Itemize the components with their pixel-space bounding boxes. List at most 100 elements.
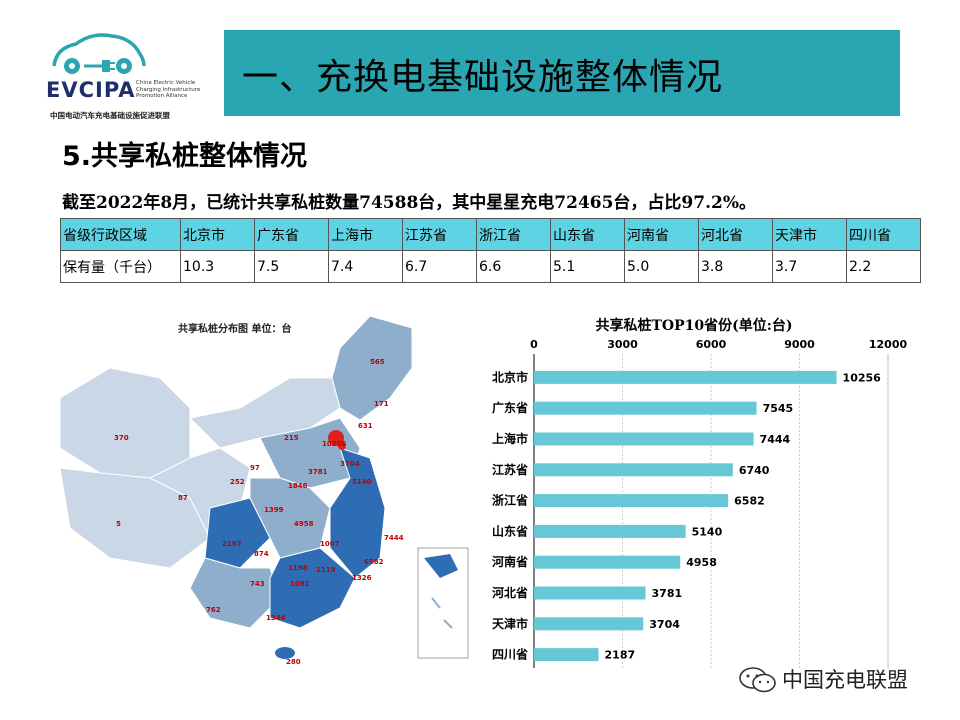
value-label: 10256	[843, 371, 882, 384]
table-header-cell: 广东省	[254, 218, 329, 251]
table-header-row: 省级行政区域 北京市 广东省 上海市 江苏省 浙江省 山东省 河南省 河北省 天…	[60, 218, 921, 251]
map-value-label: 565	[370, 358, 385, 366]
category-label: 广东省	[492, 400, 528, 415]
table-cell: 保有量（千台）	[60, 250, 181, 283]
map-value-label: 5140	[352, 478, 372, 486]
map-value-label: 874	[254, 550, 269, 558]
table-cell: 10.3	[180, 250, 255, 283]
value-label: 4958	[686, 556, 717, 569]
map-value-label: 6582	[364, 558, 384, 566]
x-tick-label: 9000	[784, 338, 815, 351]
value-label: 2187	[605, 649, 636, 662]
map-value-label: 171	[374, 400, 389, 408]
table-header-cell: 浙江省	[476, 218, 551, 251]
table-cell: 3.7	[772, 250, 847, 283]
map-value-label: 1081	[290, 580, 310, 588]
chart-bars	[534, 370, 837, 662]
map-value-label: 762	[206, 606, 221, 614]
map-value-label: 3704	[340, 460, 360, 468]
bar	[534, 586, 646, 600]
map-title: 共享私桩分布图 单位：台	[178, 324, 292, 335]
bar	[534, 463, 733, 477]
wechat-watermark: 中国充电联盟	[738, 664, 938, 694]
logo-english-name: China Electric Vehicle Charging Infrastr…	[136, 80, 201, 99]
map-value-label: 370	[114, 434, 129, 442]
table-cell: 2.2	[846, 250, 921, 283]
bar	[534, 401, 757, 415]
table-row: 保有量（千台） 10.3 7.5 7.4 6.7 6.6 5.1 5.0 3.8…	[60, 250, 921, 283]
section-title: 5.共享私桩整体情况	[62, 141, 308, 172]
x-tick-label: 3000	[607, 338, 638, 351]
value-label: 6740	[739, 464, 770, 477]
value-label: 5140	[692, 525, 723, 538]
bar	[534, 555, 681, 569]
map-value-label: 1399	[264, 506, 284, 514]
china-map-shape	[59, 315, 469, 659]
map-value-label: 7444	[384, 534, 404, 542]
bar	[534, 648, 599, 662]
evcipa-logo: EVCIPA China Electric Vehicle Charging I…	[44, 26, 204, 122]
category-label: 河北省	[491, 585, 528, 600]
map-value-label: 1007	[320, 540, 340, 548]
value-label: 6582	[734, 495, 765, 508]
category-label: 浙江省	[492, 493, 528, 508]
map-value-label: 631	[358, 422, 373, 430]
category-label: 天津市	[492, 616, 528, 631]
car-plug-logo-icon	[52, 33, 146, 74]
map-value-label: 2187	[222, 540, 242, 548]
map-value-label: 3781	[308, 468, 328, 476]
map-value-label: 4958	[294, 520, 314, 528]
category-label: 四川省	[492, 647, 528, 662]
table-header-cell: 天津市	[772, 218, 847, 251]
category-label: 北京市	[492, 369, 528, 384]
map-value-label: 743	[250, 580, 265, 588]
map-value-label: 87	[178, 494, 188, 502]
summary-text: 截至2022年8月，已统计共享私桩数量74588台，其中星星充电72465台，占…	[62, 193, 756, 213]
bar	[534, 617, 644, 631]
table-header-cell: 江苏省	[402, 218, 477, 251]
map-value-label: 1344	[266, 614, 286, 622]
value-label: 7444	[760, 433, 791, 446]
watermark-text: 中国充电联盟	[782, 668, 908, 692]
page-title: 一、充换电基础设施整体情况	[242, 57, 724, 98]
table-header-cell: 河北省	[698, 218, 773, 251]
table-header-cell: 上海市	[328, 218, 403, 251]
wechat-icon	[739, 667, 776, 693]
bar	[534, 494, 729, 508]
distribution-map: 共享私桩分布图 单位：台 565 171 631 370 215 10256 3704 378…	[40, 308, 470, 668]
category-label: 江苏省	[492, 462, 528, 477]
chart-title: 共享私桩TOP10省份(单位:台)	[595, 317, 792, 334]
table-header-cell: 四川省	[846, 218, 921, 251]
table-cell: 3.8	[698, 250, 773, 283]
table-cell: 5.0	[624, 250, 699, 283]
map-value-label: 1119	[316, 566, 336, 574]
bar-chart: 共享私桩TOP10省份(单位:台) 0 3000 6000 9000 12000 北京市…	[491, 317, 908, 668]
table-cell: 7.5	[254, 250, 329, 283]
table-cell: 7.4	[328, 250, 403, 283]
x-tick-label: 6000	[696, 338, 727, 351]
table-cell: 5.1	[550, 250, 625, 283]
map-value-label: 10256	[322, 440, 347, 448]
map-value-label: 280	[286, 658, 301, 666]
chart-value-labels: 10256 7545 7444 6740 6582 5140 4958 3781 3704 218…	[605, 371, 882, 661]
map-value-label: 97	[250, 464, 260, 472]
bar	[534, 524, 686, 538]
x-tick-label: 12000	[869, 338, 908, 351]
category-label: 上海市	[492, 431, 528, 446]
bar	[534, 432, 754, 446]
map-value-label: 1846	[288, 482, 308, 490]
map-value-label: 252	[230, 478, 245, 486]
logo-chinese-name: 中国电动汽车充电基础设施促进联盟	[50, 111, 170, 120]
province-table: 省级行政区域 北京市 广东省 上海市 江苏省 浙江省 山东省 河南省 河北省 天…	[60, 218, 921, 283]
value-label: 7545	[763, 402, 794, 415]
table-cell: 6.7	[402, 250, 477, 283]
table-header-cell: 省级行政区域	[60, 218, 181, 251]
map-value-label: 1326	[352, 574, 372, 582]
table-header-cell: 河南省	[624, 218, 699, 251]
map-value-label: 5	[116, 520, 121, 528]
bar	[534, 370, 837, 384]
value-label: 3781	[652, 587, 683, 600]
value-label: 3704	[649, 618, 680, 631]
table-header-cell: 北京市	[180, 218, 255, 251]
